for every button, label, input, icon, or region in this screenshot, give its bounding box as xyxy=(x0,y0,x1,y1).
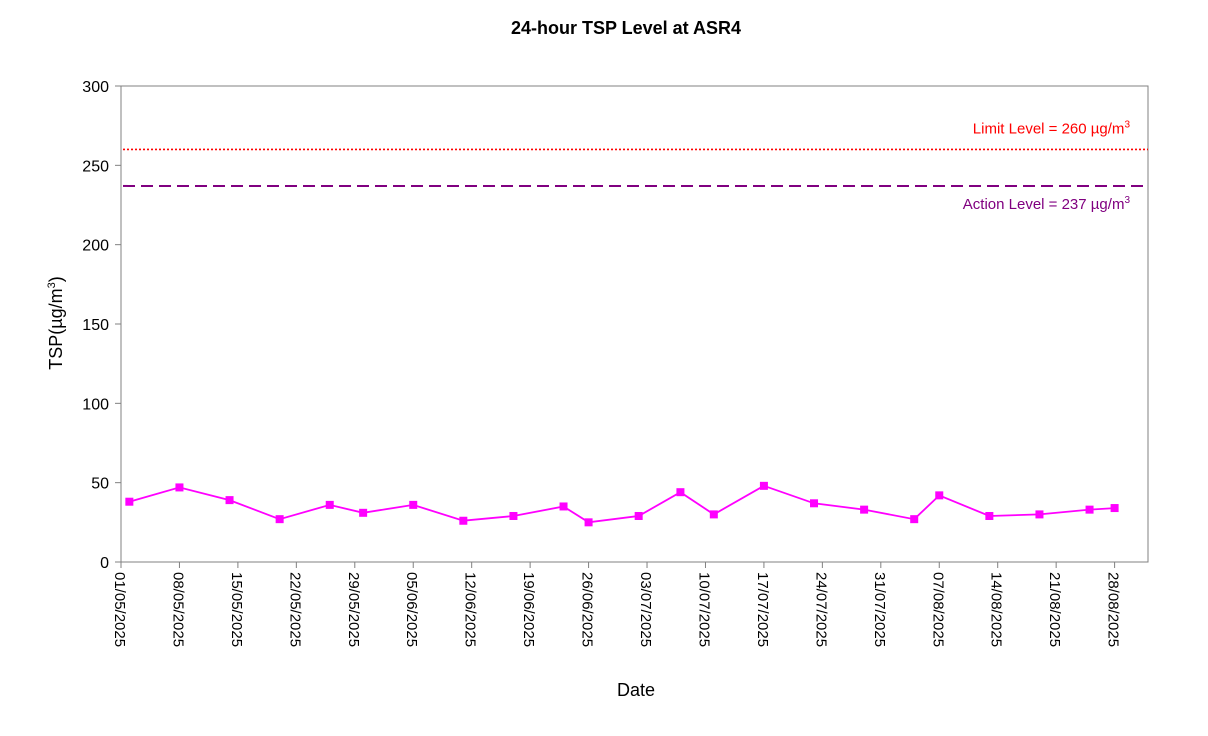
x-tick-label: 05/06/2025 xyxy=(403,572,420,647)
data-point xyxy=(584,518,593,527)
x-tick-label: 31/07/2025 xyxy=(871,572,888,647)
data-point xyxy=(985,511,994,520)
reference-line-label-sup: 3 xyxy=(1124,195,1130,206)
data-point xyxy=(559,502,568,511)
y-axis-label: TSP(µg/m3) xyxy=(46,276,66,370)
y-tick-label: 150 xyxy=(82,317,109,334)
reference-line-label-sup: 3 xyxy=(1124,119,1130,130)
x-tick-label: 10/07/2025 xyxy=(695,572,712,647)
x-tick-label: 19/06/2025 xyxy=(520,572,537,647)
data-point xyxy=(935,491,944,500)
y-tick-label: 250 xyxy=(82,158,109,175)
data-point xyxy=(509,511,518,520)
x-tick-label: 01/05/2025 xyxy=(111,572,128,647)
x-tick-label: 28/08/2025 xyxy=(1105,572,1122,647)
series-group xyxy=(125,481,1119,527)
data-point xyxy=(810,499,819,508)
x-tick-label: 29/05/2025 xyxy=(345,572,362,647)
x-tick-label: 12/06/2025 xyxy=(462,572,479,647)
x-tick-label: 15/05/2025 xyxy=(228,572,245,647)
chart-title: 24-hour TSP Level at ASR4 xyxy=(511,18,741,38)
data-point xyxy=(175,483,184,492)
data-point xyxy=(1110,504,1119,513)
plot-area xyxy=(120,85,1149,563)
y-tick-label: 100 xyxy=(82,396,109,413)
data-point xyxy=(860,505,869,514)
data-point xyxy=(709,510,718,519)
y-axis-label-close: ) xyxy=(46,276,66,282)
x-tick-label: 08/05/2025 xyxy=(169,572,186,647)
reference-line-label-text: Action Level = 237 µg/m xyxy=(963,196,1125,213)
y-axis-label-text: TSP(µg/m xyxy=(46,288,66,369)
y-axis: 0 50 100 150 200 250 300 xyxy=(82,79,121,572)
x-tick-label: 14/08/2025 xyxy=(988,572,1005,647)
y-tick-label: 200 xyxy=(82,238,109,255)
x-axis-label: Date xyxy=(617,680,655,700)
x-tick-label: 07/08/2025 xyxy=(929,572,946,647)
data-point xyxy=(325,500,334,509)
data-point xyxy=(1085,505,1094,514)
reference-line-label: Limit Level = 260 µg/m3 xyxy=(973,119,1131,137)
data-point xyxy=(759,481,768,490)
data-point xyxy=(676,488,685,497)
x-tick-label: 22/05/2025 xyxy=(286,572,303,647)
data-point xyxy=(359,508,368,517)
x-tick-label: 26/06/2025 xyxy=(579,572,596,647)
data-point xyxy=(910,515,919,524)
x-tick-label: 03/07/2025 xyxy=(637,572,654,647)
y-tick-label: 300 xyxy=(82,79,109,96)
y-tick-label: 0 xyxy=(100,555,109,572)
x-tick-label: 17/07/2025 xyxy=(754,572,771,647)
y-tick-label: 50 xyxy=(91,476,109,493)
data-point xyxy=(634,511,643,520)
reference-line-label: Action Level = 237 µg/m3 xyxy=(963,195,1131,213)
x-tick-label: 21/08/2025 xyxy=(1046,572,1063,647)
x-tick-label: 24/07/2025 xyxy=(812,572,829,647)
data-point xyxy=(409,500,418,509)
y-axis-label-sup: 3 xyxy=(46,282,58,288)
data-point xyxy=(459,516,468,525)
data-point xyxy=(225,496,234,505)
data-point xyxy=(275,515,284,524)
svg-text:TSP(µg/m3): TSP(µg/m3) xyxy=(46,276,66,370)
data-point xyxy=(125,497,134,506)
data-point xyxy=(1035,510,1044,519)
reference-line-label-text: Limit Level = 260 µg/m xyxy=(973,120,1125,137)
x-axis: 01/05/2025 08/05/2025 15/05/2025 22/05/2025… xyxy=(111,562,1122,647)
